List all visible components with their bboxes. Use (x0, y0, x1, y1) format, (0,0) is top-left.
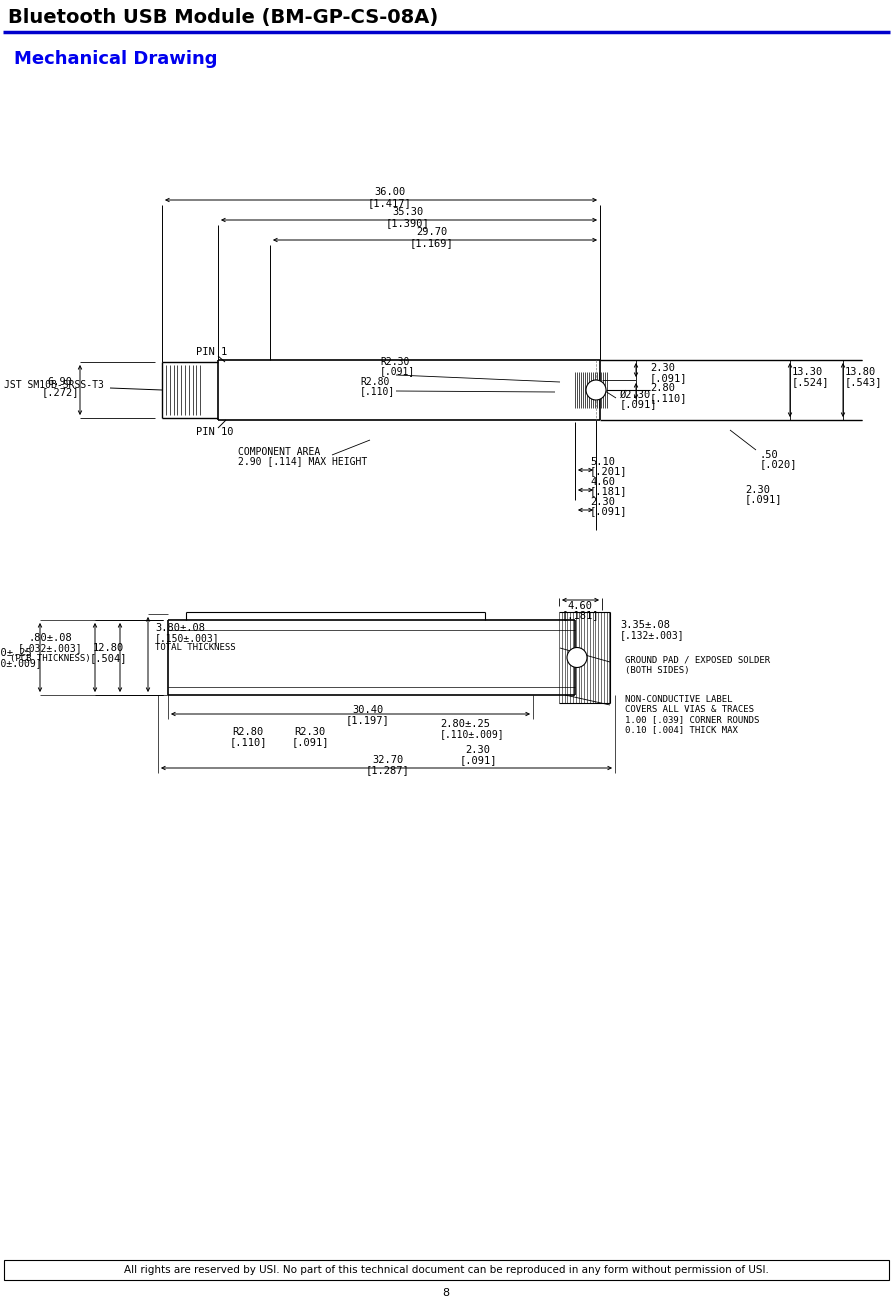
Text: [.091]: [.091] (459, 756, 497, 765)
Text: [.272]: [.272] (41, 388, 79, 397)
Text: [.201]: [.201] (590, 466, 628, 476)
Text: [.181]: [.181] (590, 485, 628, 496)
Circle shape (586, 380, 606, 401)
Text: [.091]: [.091] (590, 506, 628, 515)
Text: 3.35±.08: 3.35±.08 (620, 620, 670, 630)
Text: [.524]: [.524] (792, 377, 830, 388)
Text: All rights are reserved by USI. No part of this technical document can be reprod: All rights are reserved by USI. No part … (123, 1265, 769, 1275)
Text: [1.197]: [1.197] (346, 715, 390, 726)
Text: 2.30: 2.30 (590, 497, 615, 508)
Bar (4, 1261, 889, 1280)
Text: .50: .50 (760, 450, 779, 459)
Text: 35.30: 35.30 (392, 207, 423, 217)
Text: 36.00: 36.00 (374, 187, 405, 197)
Text: Ø2.30: Ø2.30 (620, 390, 651, 401)
Text: [.110±.009]: [.110±.009] (440, 729, 505, 739)
Text: [.091]: [.091] (291, 737, 329, 746)
Text: COVERS ALL VIAS & TRACES: COVERS ALL VIAS & TRACES (625, 706, 754, 715)
Text: Bluetooth USB Module (BM-GP-CS-08A): Bluetooth USB Module (BM-GP-CS-08A) (8, 8, 438, 27)
Text: [.110]: [.110] (650, 393, 688, 403)
Text: PIN 10: PIN 10 (196, 427, 233, 437)
Text: COMPONENT AREA: COMPONENT AREA (238, 448, 321, 457)
Text: 32.70: 32.70 (372, 756, 404, 765)
Text: [.110]: [.110] (230, 737, 267, 746)
Text: 30.40: 30.40 (353, 705, 384, 715)
Text: R2.30: R2.30 (295, 727, 326, 737)
Text: .50±.25: .50±.25 (0, 649, 32, 658)
Text: 13.30: 13.30 (792, 367, 823, 377)
Text: [1.169]: [1.169] (410, 238, 454, 248)
Text: [1.417]: [1.417] (368, 198, 412, 207)
Text: [1.287]: [1.287] (366, 765, 410, 775)
Text: [.181]: [.181] (561, 609, 598, 620)
Text: 6.90: 6.90 (47, 377, 72, 388)
Text: 5.10: 5.10 (590, 457, 615, 467)
Text: [.091]: [.091] (380, 365, 415, 376)
Text: [.150±.003]: [.150±.003] (155, 633, 220, 643)
Text: Mechanical Drawing: Mechanical Drawing (14, 50, 218, 68)
Text: 2.90 [.114] MAX HEIGHT: 2.90 [.114] MAX HEIGHT (238, 455, 367, 466)
Text: 29.70: 29.70 (416, 227, 447, 238)
Text: [.091]: [.091] (650, 373, 688, 382)
Text: NON-CONDUCTIVE LABEL: NON-CONDUCTIVE LABEL (625, 696, 732, 705)
Text: [.132±.003]: [.132±.003] (620, 630, 685, 639)
Circle shape (567, 647, 587, 667)
Text: 4.60: 4.60 (567, 602, 592, 611)
Text: 4.60: 4.60 (590, 478, 615, 487)
Text: (BOTH SIDES): (BOTH SIDES) (625, 666, 689, 675)
Text: PIN 1: PIN 1 (196, 347, 227, 358)
Text: 3.80±.08: 3.80±.08 (155, 622, 205, 633)
Text: [.543]: [.543] (845, 377, 882, 388)
Text: 2.30: 2.30 (465, 745, 490, 756)
Text: R2.80: R2.80 (360, 377, 389, 388)
Text: 13.80: 13.80 (845, 367, 876, 377)
Text: [.020±.009]: [.020±.009] (0, 658, 42, 668)
Text: TOTAL THICKNESS: TOTAL THICKNESS (155, 643, 236, 652)
Text: 2.30: 2.30 (650, 363, 675, 373)
Text: [.110]: [.110] (360, 386, 396, 395)
Text: R2.80: R2.80 (232, 727, 263, 737)
Text: R2.30: R2.30 (380, 358, 409, 367)
Text: 0.10 [.004] THICK MAX: 0.10 [.004] THICK MAX (625, 726, 738, 735)
Text: 1.00 [.039] CORNER ROUNDS: 1.00 [.039] CORNER ROUNDS (625, 715, 759, 724)
Text: 2.30: 2.30 (745, 485, 770, 495)
Text: .80±.08: .80±.08 (28, 633, 71, 643)
Text: 8: 8 (442, 1288, 449, 1298)
Text: [.091]: [.091] (620, 399, 657, 408)
Text: 2.80±.25: 2.80±.25 (440, 719, 490, 729)
Text: [.032±.003]: [.032±.003] (18, 643, 82, 652)
Text: 2.80: 2.80 (650, 382, 675, 393)
Text: 12.80: 12.80 (92, 643, 123, 652)
Text: [.504]: [.504] (89, 652, 127, 663)
Text: [.091]: [.091] (745, 495, 782, 504)
Text: (PCB THICKNESS): (PCB THICKNESS) (10, 654, 90, 663)
Text: GROUND PAD / EXPOSED SOLDER: GROUND PAD / EXPOSED SOLDER (625, 655, 770, 664)
Text: [1.390]: [1.390] (386, 218, 430, 228)
Text: [.020]: [.020] (760, 459, 797, 468)
Text: JST SM10B-SRSS-T3: JST SM10B-SRSS-T3 (4, 380, 104, 390)
